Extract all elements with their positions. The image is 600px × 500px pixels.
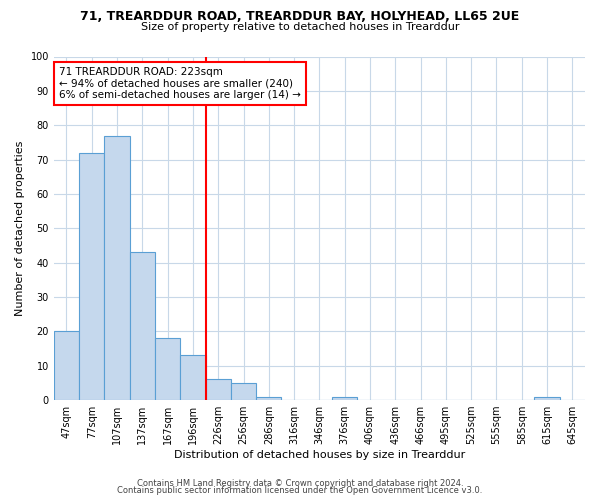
Bar (332, 396, 358, 400)
Y-axis label: Number of detached properties: Number of detached properties (15, 140, 25, 316)
Text: Size of property relative to detached houses in Trearddur: Size of property relative to detached ho… (141, 22, 459, 32)
Bar (206, 380, 231, 400)
Bar (155, 338, 180, 400)
Bar (180, 356, 206, 400)
Bar (256, 396, 281, 400)
Text: Contains HM Land Registry data © Crown copyright and database right 2024.: Contains HM Land Registry data © Crown c… (137, 478, 463, 488)
Bar (79, 152, 104, 400)
Text: 71, TREARDDUR ROAD, TREARDDUR BAY, HOLYHEAD, LL65 2UE: 71, TREARDDUR ROAD, TREARDDUR BAY, HOLYH… (80, 10, 520, 23)
Bar (535, 396, 560, 400)
Text: Contains public sector information licensed under the Open Government Licence v3: Contains public sector information licen… (118, 486, 482, 495)
Bar (130, 252, 155, 400)
Bar (231, 383, 256, 400)
X-axis label: Distribution of detached houses by size in Trearddur: Distribution of detached houses by size … (174, 450, 465, 460)
Bar (104, 136, 130, 400)
Text: 71 TREARDDUR ROAD: 223sqm
← 94% of detached houses are smaller (240)
6% of semi-: 71 TREARDDUR ROAD: 223sqm ← 94% of detac… (59, 67, 301, 100)
Bar (54, 332, 79, 400)
